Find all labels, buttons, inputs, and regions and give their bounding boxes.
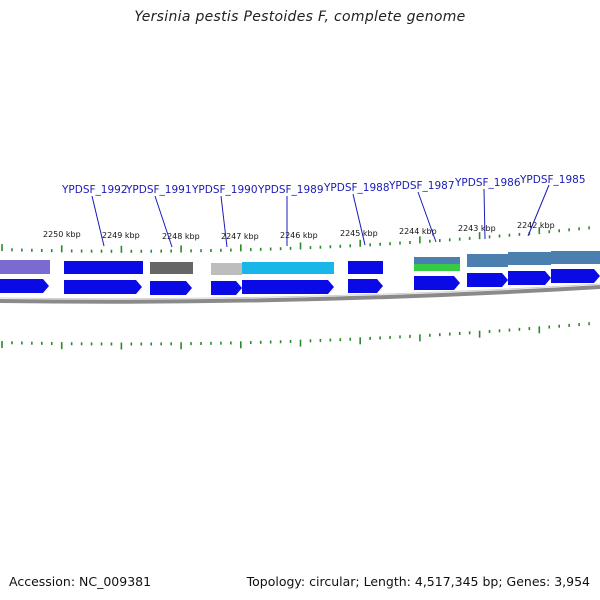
feature-1990: [211, 263, 242, 275]
tick-label: 2247 kbp: [221, 232, 259, 241]
tick-label: 2244 kbp: [399, 227, 437, 236]
accession-text: Accession: NC_009381: [9, 574, 152, 589]
tick-label: 2245 kbp: [340, 229, 378, 238]
feature-steel-end: [551, 251, 600, 264]
leader-line: [220, 195, 228, 248]
tick-label: 2242 kbp: [517, 221, 555, 230]
gene-label: YPDSF_1988: [323, 182, 390, 194]
backbone-highlight: [0, 283, 600, 300]
backbone-arc: [0, 285, 600, 304]
cds-arrow: [211, 281, 242, 295]
feature-1987-steel: [414, 257, 460, 264]
cds-row: [0, 269, 600, 295]
cds-arrow: [551, 269, 600, 283]
feature-1986: [467, 254, 508, 267]
leader-lines: [91, 184, 550, 248]
lower-tick-row: [1, 322, 590, 350]
leader-line: [483, 188, 486, 240]
gene-labels: YPDSF_1992 YPDSF_1991 YPDSF_1990 YPDSF_1…: [61, 174, 586, 196]
gene-label: YPDSF_1990: [191, 184, 258, 196]
feature-1992: [64, 261, 143, 274]
leader-line: [527, 184, 550, 237]
tick-label: 2246 kbp: [280, 231, 318, 240]
feature-1988: [348, 261, 383, 274]
map-title: Yersinia pestis Pestoides F, complete ge…: [134, 9, 466, 25]
gene-label: YPDSF_1991: [125, 184, 192, 196]
cds-arrow: [414, 276, 460, 290]
gene-label: YPDSF_1987: [388, 180, 455, 192]
gene-label: YPDSF_1989: [257, 184, 324, 196]
tick-label: 2249 kbp: [102, 231, 140, 240]
cds-arrow: [242, 280, 334, 294]
gene-label: YPDSF_1986: [454, 177, 521, 189]
gene-label: YPDSF_1992: [61, 184, 128, 196]
cds-arrow: [348, 279, 383, 293]
tick-labels: 2250 kbp 2249 kbp 2248 kbp 2247 kbp 2246…: [43, 221, 555, 241]
tick-label: 2248 kbp: [162, 232, 200, 241]
cds-arrow: [508, 271, 551, 285]
leader-line: [417, 191, 437, 243]
feature-1985: [508, 252, 551, 265]
leader-line: [154, 195, 173, 248]
cds-arrow: [150, 281, 192, 295]
cds-arrow: [64, 280, 142, 294]
feature-1991: [150, 262, 193, 274]
feature-1987-green: [414, 264, 460, 271]
feature-purple: [0, 260, 50, 274]
leader-line: [352, 193, 366, 246]
topology-text: Topology: circular; Length: 4,517,345 bp…: [246, 574, 590, 589]
leader-line: [91, 195, 105, 247]
cds-arrow: [0, 279, 49, 293]
feature-1989: [242, 262, 334, 274]
upper-tick-row: [1, 226, 590, 253]
gene-label: YPDSF_1985: [519, 174, 586, 186]
feature-row: [0, 251, 600, 275]
tick-label: 2250 kbp: [43, 230, 81, 239]
tick-label: 2243 kbp: [458, 224, 496, 233]
cds-arrow: [467, 273, 508, 287]
